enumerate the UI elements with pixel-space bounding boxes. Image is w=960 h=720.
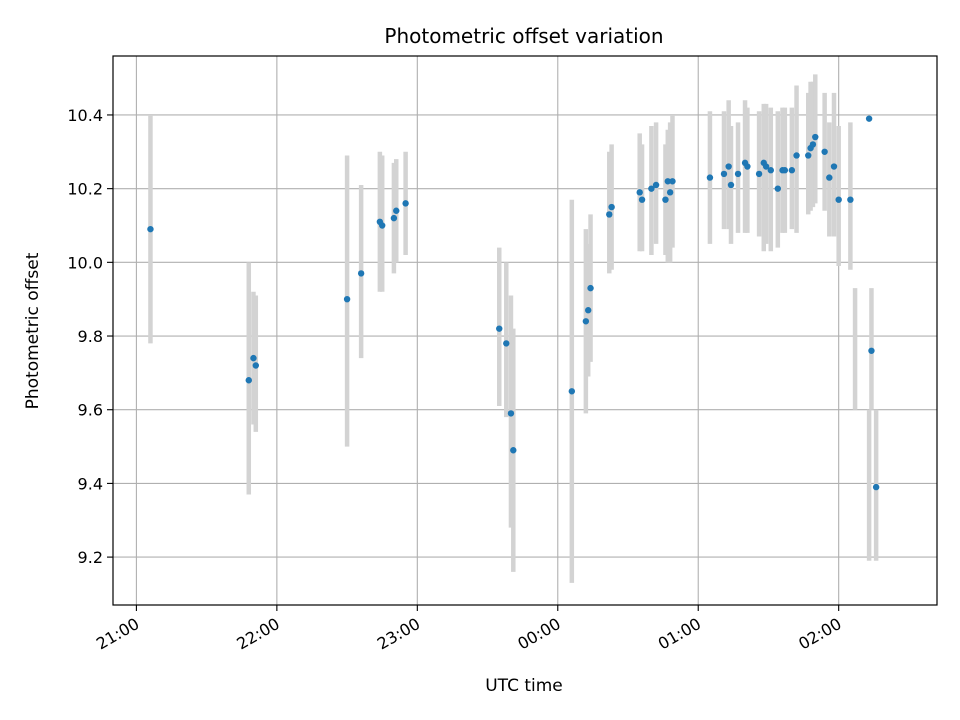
data-point [669,178,676,185]
y-tick-label: 9.2 [78,548,103,567]
data-point [585,307,592,314]
data-point [507,410,515,417]
data-point [805,152,812,159]
y-tick-label: 10.2 [67,180,103,199]
data-point [582,318,590,325]
data-point [379,222,386,229]
data-point [706,174,714,181]
y-tick-label: 9.4 [78,474,103,493]
data-point [767,167,774,174]
data-point [781,167,789,174]
data-point [666,189,674,196]
data-points [147,115,880,491]
data-point [648,185,655,192]
data-point [865,115,873,122]
data-point [390,214,398,222]
data-point [830,163,838,170]
data-point [606,211,613,218]
data-point [652,181,660,189]
data-point [636,189,643,196]
data-point [245,377,252,384]
data-point [826,174,833,181]
data-point [755,170,763,178]
data-point [496,325,503,332]
data-point [343,295,351,303]
plot-frame [112,55,938,606]
data-point [252,362,259,369]
y-tick-label: 9.8 [78,327,103,346]
data-point [821,148,828,155]
data-point [725,163,732,170]
data-point [587,284,594,292]
chart-title: Photometric offset variation [384,24,663,48]
data-point [793,152,800,159]
data-point [788,167,796,174]
y-axis: 9.2 9.4 9.6 9.8 10.0 10.2 10.4 [67,106,113,567]
y-tick-label: 10.4 [67,106,103,125]
y-tick-label: 9.6 [78,401,103,420]
x-axis-title: UTC time [485,676,563,696]
data-point [662,196,669,203]
data-point [503,340,510,347]
data-point [762,163,770,170]
data-point [250,354,257,362]
y-tick-label: 10.0 [67,253,103,272]
data-point [608,203,615,211]
data-point [393,207,400,214]
data-point [847,196,854,203]
data-point [568,388,576,395]
data-point [510,447,517,454]
data-point [744,163,751,170]
data-point [727,181,735,189]
data-point [147,225,154,233]
data-point [809,141,817,148]
data-point [812,133,819,141]
y-axis-title: Photometric offset [23,252,43,409]
data-point [638,196,646,203]
data-point [872,483,880,491]
data-point [734,170,742,178]
data-point [357,270,365,277]
data-point [835,196,842,203]
data-point [664,178,671,185]
data-point [720,170,728,178]
data-point [774,185,782,192]
data-point [868,347,875,354]
data-point [402,200,409,207]
